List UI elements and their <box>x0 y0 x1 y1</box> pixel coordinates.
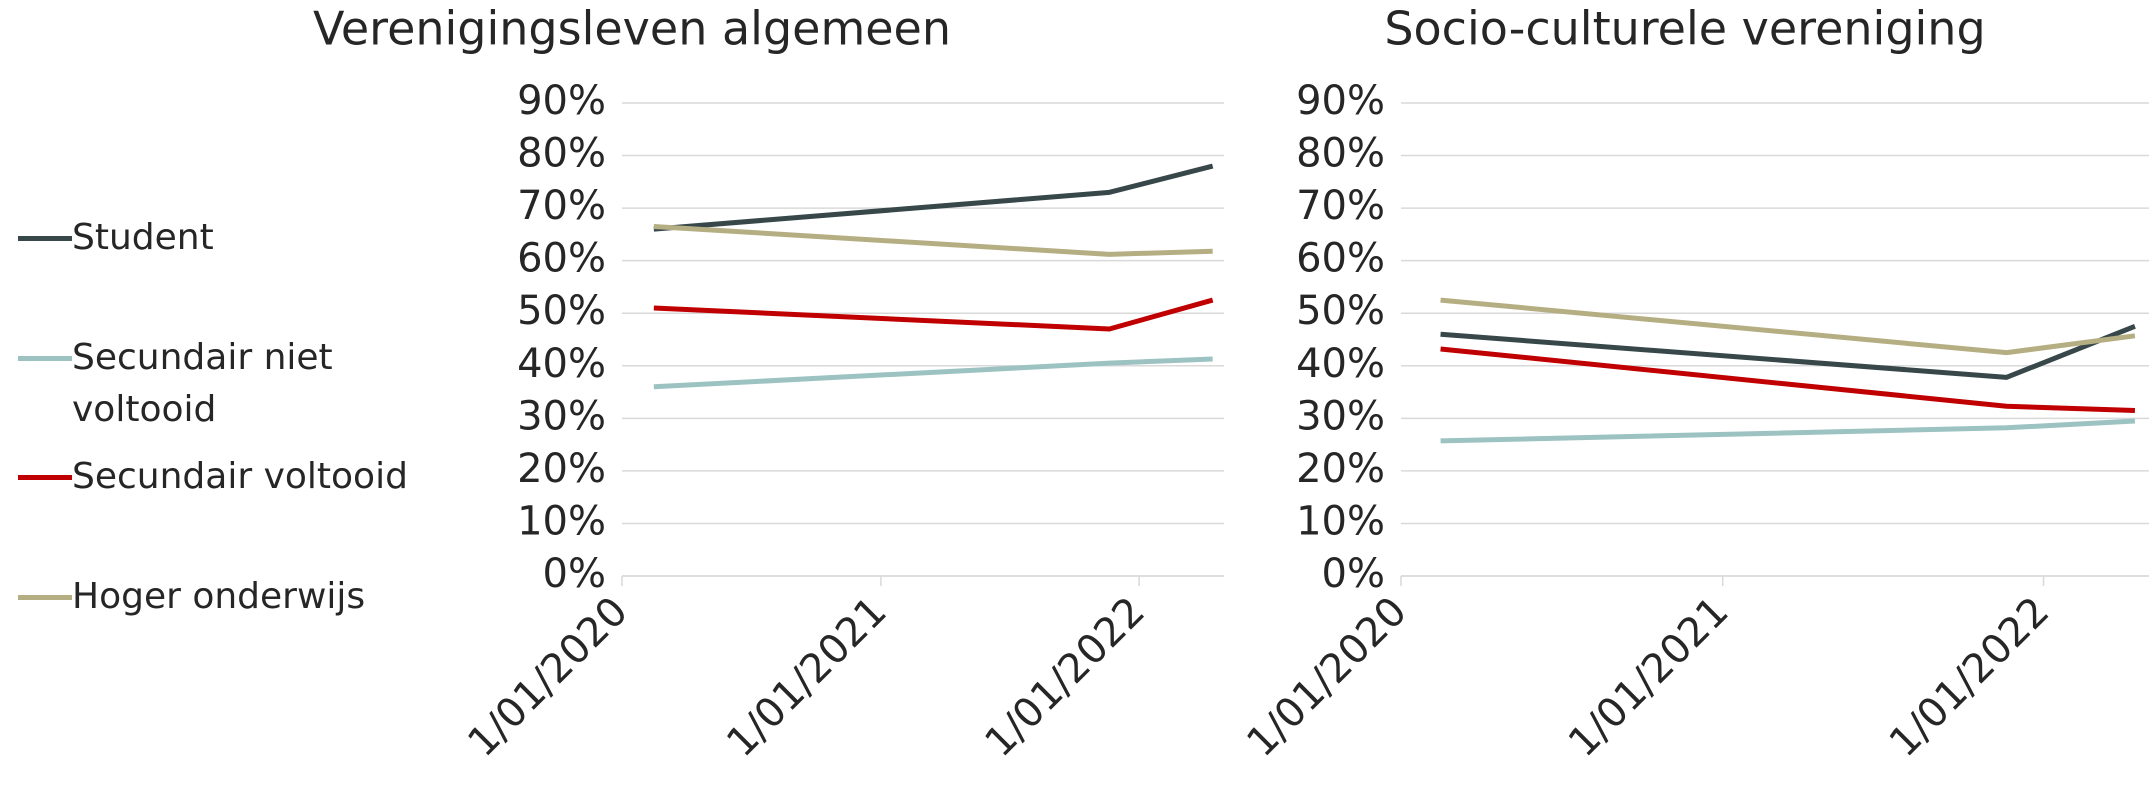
legend-item: Secundair voltooid <box>18 451 438 503</box>
x-tick-label: 1/01/2020 <box>1238 588 1416 766</box>
y-tick-label: 70% <box>517 183 606 229</box>
series-line <box>1440 297 2136 356</box>
legend-item: Secundair niet voltooid <box>18 332 438 436</box>
y-tick-label: 40% <box>517 341 606 387</box>
y-tick-label: 50% <box>1296 288 1385 334</box>
y-tick-label: 0% <box>1322 551 1385 597</box>
series-line <box>1440 346 2136 413</box>
y-tick-label: 80% <box>517 131 606 177</box>
series-line <box>653 356 1213 390</box>
x-tick-label: 1/01/2022 <box>976 588 1154 766</box>
y-tick-label: 10% <box>517 498 606 544</box>
y-tick-label: 60% <box>517 236 606 282</box>
y-tick-label: 90% <box>1296 78 1385 124</box>
legend-item: Hoger onderwijs <box>18 571 438 623</box>
legend-swatch <box>18 595 72 600</box>
y-tick-label: 70% <box>1296 183 1385 229</box>
y-tick-label: 40% <box>1296 341 1385 387</box>
y-tick-label: 30% <box>1296 393 1385 439</box>
legend-item: Student <box>18 212 438 264</box>
y-tick-label: 30% <box>517 393 606 439</box>
x-tick-label: 1/01/2021 <box>1560 588 1738 766</box>
chart-title: Verenigingsleven algemeen <box>313 2 951 56</box>
y-tick-label: 90% <box>517 78 606 124</box>
chart-title: Socio-culturele vereniging <box>1384 2 1985 56</box>
y-tick-label: 0% <box>543 551 606 597</box>
y-tick-label: 80% <box>1296 131 1385 177</box>
y-tick-label: 10% <box>1296 498 1385 544</box>
y-tick-label: 20% <box>517 446 606 492</box>
y-tick-label: 60% <box>1296 236 1385 282</box>
y-tick-label: 20% <box>1296 446 1385 492</box>
x-tick-label: 1/01/2021 <box>718 588 896 766</box>
legend-label: Hoger onderwijs <box>72 576 366 617</box>
x-tick-label: 1/01/2020 <box>459 588 637 766</box>
x-tick-label: 1/01/2022 <box>1881 588 2059 766</box>
legend-label: Secundair niet voltooid <box>72 337 333 430</box>
series-line <box>1440 418 2136 444</box>
series-line <box>653 224 1213 257</box>
legend-label: Secundair voltooid <box>72 456 408 497</box>
legend-label: Student <box>72 217 214 258</box>
legend-swatch <box>18 356 72 361</box>
legend-swatch <box>18 475 72 480</box>
series-line <box>653 297 1214 332</box>
legend-swatch <box>18 236 72 241</box>
y-tick-label: 50% <box>517 288 606 334</box>
series-line <box>653 163 1214 232</box>
